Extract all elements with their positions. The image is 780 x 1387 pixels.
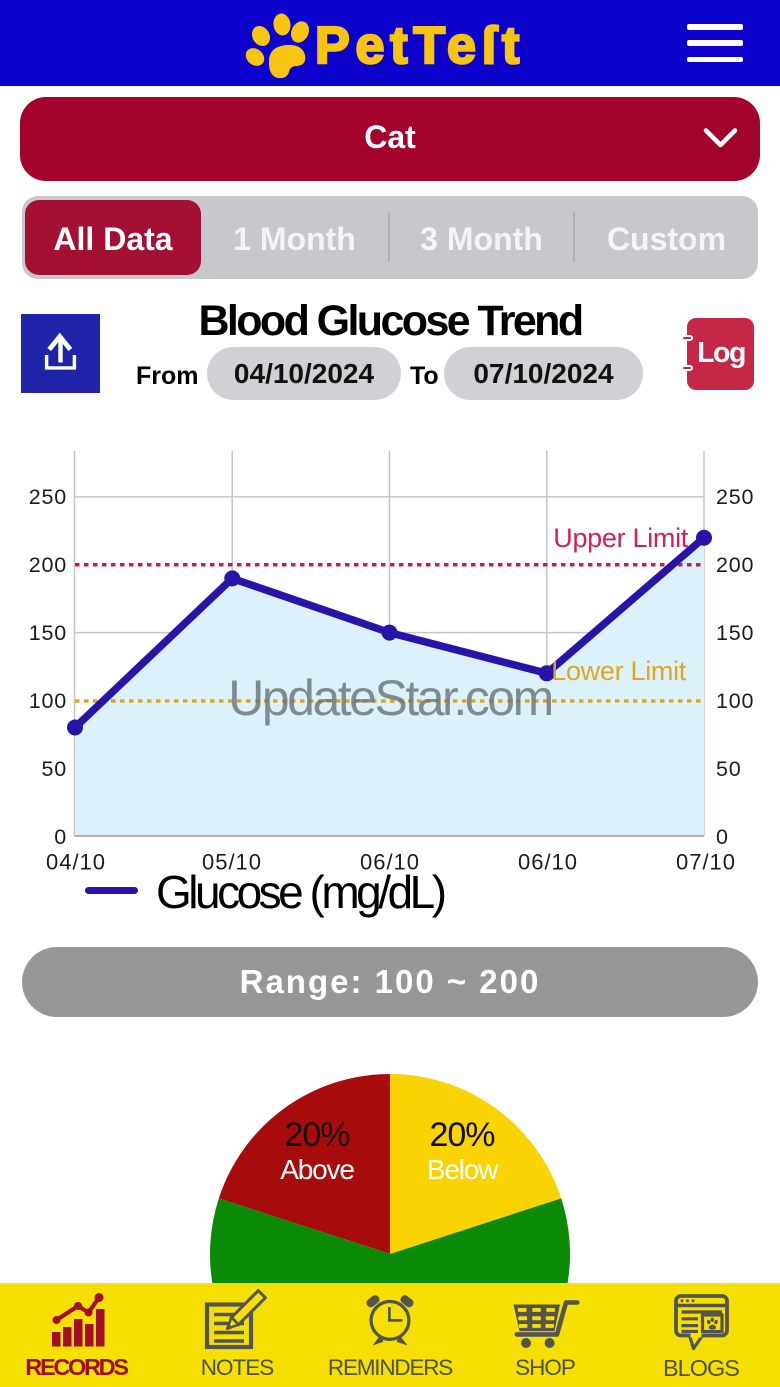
svg-text:04/10: 04/10: [46, 850, 106, 875]
svg-text:20%: 20%: [284, 1116, 350, 1154]
svg-text:100: 100: [716, 689, 754, 713]
svg-text:150: 150: [29, 621, 67, 645]
svg-text:200: 200: [29, 553, 67, 577]
svg-text:250: 250: [29, 485, 67, 509]
svg-text:05/10: 05/10: [202, 850, 262, 875]
svg-text:Below: Below: [427, 1154, 499, 1185]
svg-text:150: 150: [716, 621, 754, 645]
svg-text:Above: Above: [280, 1154, 354, 1185]
svg-text:0: 0: [54, 825, 67, 849]
svg-text:50: 50: [716, 757, 742, 781]
svg-text:UpdateStar.com: UpdateStar.com: [228, 670, 552, 726]
svg-text:Upper Limit: Upper Limit: [553, 523, 689, 553]
svg-text:20%: 20%: [429, 1116, 495, 1154]
svg-text:07/10: 07/10: [676, 850, 736, 875]
svg-text:200: 200: [716, 553, 754, 577]
svg-text:100: 100: [29, 689, 67, 713]
svg-text:06/10: 06/10: [360, 850, 420, 875]
svg-text:Lower Limit: Lower Limit: [551, 656, 687, 686]
svg-text:250: 250: [716, 485, 754, 509]
svg-text:50: 50: [41, 757, 67, 781]
svg-text:06/10: 06/10: [518, 850, 578, 875]
svg-text:0: 0: [716, 825, 729, 849]
